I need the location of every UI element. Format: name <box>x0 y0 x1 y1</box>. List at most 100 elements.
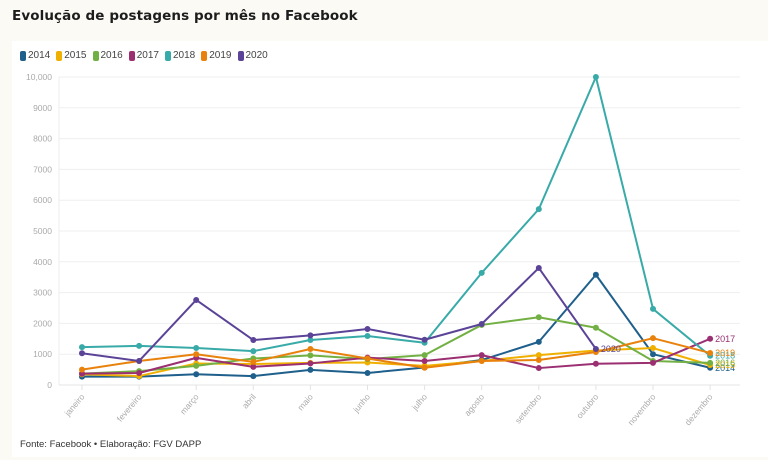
legend-item-2014[interactable]: 2014 <box>20 50 50 61</box>
x-tick-label: novembro <box>626 392 658 428</box>
data-point-2019 <box>364 355 371 362</box>
data-point-2018 <box>478 269 485 276</box>
data-point-2017 <box>136 369 143 376</box>
legend-item-2016[interactable]: 2016 <box>92 50 123 61</box>
legend-label: 2018 <box>173 50 196 61</box>
data-point-2015 <box>535 352 542 359</box>
data-point-2018 <box>364 333 371 340</box>
data-point-2020 <box>535 264 542 271</box>
y-tick-label: 3000 <box>33 288 52 298</box>
legend-swatch <box>128 50 135 61</box>
legend-item-2020[interactable]: 2020 <box>237 50 268 61</box>
legend-item-2018[interactable]: 2018 <box>165 50 195 61</box>
data-point-2014 <box>535 338 542 345</box>
legend-item-2019[interactable]: 2019 <box>201 50 232 61</box>
data-point-2016 <box>707 359 714 366</box>
x-tick-label: setembro <box>513 392 544 426</box>
y-tick-label: 6000 <box>33 195 52 205</box>
y-tick-label: 0 <box>47 380 52 390</box>
data-point-2017 <box>307 360 314 367</box>
data-point-2014 <box>650 351 656 358</box>
data-point-2019 <box>707 349 714 356</box>
y-tick-label: 4000 <box>33 257 52 267</box>
data-point-2018 <box>193 345 200 352</box>
data-point-2014 <box>307 366 314 373</box>
series-line-2020 <box>81 266 597 362</box>
data-point-2014 <box>592 271 599 278</box>
data-point-2016 <box>421 352 428 359</box>
chart-title: Evolução de postagens por mês no Faceboo… <box>12 8 358 24</box>
x-tick-label: janeiro <box>62 392 87 419</box>
y-tick-label: 7000 <box>33 164 52 174</box>
series-end-label-2018: 2018 <box>715 351 735 361</box>
data-point-2018 <box>592 74 599 80</box>
data-point-2020 <box>592 345 599 352</box>
chart-panel <box>12 41 768 457</box>
legend-item-2015[interactable]: 2015 <box>56 50 87 61</box>
series-line-2017 <box>81 337 711 375</box>
legend-swatch <box>201 50 208 61</box>
x-tick-label: maio <box>295 392 315 413</box>
data-point-2020 <box>421 336 428 343</box>
data-point-2017 <box>592 360 599 367</box>
data-point-2016 <box>307 352 314 359</box>
legend-label: 2017 <box>136 50 159 61</box>
data-point-2014 <box>250 373 257 380</box>
data-point-2020 <box>79 350 85 357</box>
series-line-2016 <box>81 316 711 375</box>
legend-label: 2016 <box>100 50 123 61</box>
y-tick-label: 8000 <box>33 134 52 144</box>
legend-label: 2014 <box>28 50 51 61</box>
data-point-2017 <box>535 365 542 372</box>
data-point-2016 <box>592 324 599 331</box>
chart-legend: 2014 2015 2016 2017 2018 2019 2020 <box>20 50 268 61</box>
x-tick-label: abril <box>240 392 258 411</box>
data-point-2019 <box>650 335 656 342</box>
data-point-2015 <box>650 345 656 352</box>
data-point-2016 <box>535 314 542 321</box>
y-tick-label: 1000 <box>33 349 52 359</box>
data-point-2017 <box>707 335 714 342</box>
series-line-2018 <box>81 76 711 357</box>
x-tick-label: outubro <box>574 392 600 421</box>
legend-swatch <box>92 50 99 61</box>
y-tick-label: 5000 <box>33 226 52 236</box>
data-point-2018 <box>535 206 542 213</box>
legend-label: 2020 <box>245 50 268 61</box>
data-point-2020 <box>364 325 371 332</box>
chart-source-note: Fonte: Facebook • Elaboração: FGV DAPP <box>20 439 202 450</box>
data-point-2020 <box>193 296 200 303</box>
data-point-2018 <box>136 342 143 349</box>
x-tick-label: julho <box>409 392 429 413</box>
data-point-2018 <box>79 344 85 351</box>
data-point-2020 <box>250 337 257 344</box>
data-point-2016 <box>193 362 200 369</box>
data-point-2019 <box>535 357 542 364</box>
series-line-2014 <box>82 273 711 378</box>
data-point-2019 <box>79 366 85 373</box>
y-tick-label: 10,000 <box>26 72 52 82</box>
data-point-2019 <box>193 351 200 358</box>
legend-swatch <box>165 50 171 61</box>
data-point-2020 <box>136 357 143 364</box>
series-end-label-2017: 2017 <box>715 334 735 344</box>
series-end-label-2014: 2014 <box>715 363 735 373</box>
x-tick-label: dezembro <box>683 392 715 428</box>
data-point-2018 <box>307 337 314 344</box>
series-end-label-2020: 2020 <box>601 344 621 354</box>
x-tick-label: agosto <box>462 392 486 418</box>
data-point-2020 <box>478 321 485 328</box>
y-tick-label: 9000 <box>33 103 52 113</box>
data-point-2018 <box>250 348 257 355</box>
legend-label: 2015 <box>64 50 87 61</box>
data-point-2018 <box>650 305 656 312</box>
legend-item-2017[interactable]: 2017 <box>128 50 159 61</box>
x-tick-label: março <box>178 392 201 417</box>
data-point-2017 <box>421 357 428 364</box>
x-tick-label: junho <box>350 392 372 415</box>
data-point-2017 <box>250 363 257 370</box>
x-tick-label: fevereiro <box>115 392 144 424</box>
data-point-2019 <box>250 358 257 365</box>
series-end-label-2016: 2016 <box>715 358 735 368</box>
